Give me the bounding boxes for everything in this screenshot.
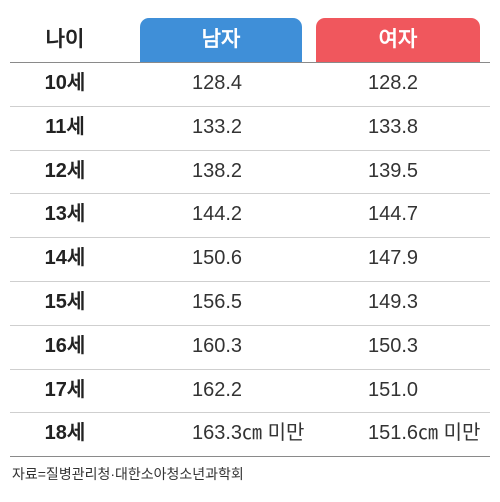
- header-rule: [10, 62, 490, 63]
- female-height: 149.3: [368, 291, 419, 313]
- age-cell: 15세: [44, 291, 86, 313]
- male-height: 160.3: [192, 334, 243, 357]
- row-rule: [10, 412, 490, 414]
- table-row: 10세 128.4 128.2: [0, 62, 500, 106]
- age-cell: 12세: [44, 159, 86, 182]
- table-row: 14세 150.6 147.9: [0, 237, 500, 281]
- male-height: 162.2: [192, 378, 243, 401]
- row-rule: [10, 105, 490, 107]
- age-cell: 11세: [45, 115, 85, 138]
- male-height: 133.2: [192, 115, 243, 138]
- table-row: 15세 156.5 149.3: [0, 281, 500, 325]
- male-height: 144.2: [192, 203, 243, 226]
- age-cell: 14세: [44, 247, 86, 270]
- female-height: 144.7: [368, 203, 419, 226]
- female-height: 150.3: [368, 334, 419, 357]
- row-rule: [10, 149, 490, 151]
- header-age: 나이: [45, 28, 85, 51]
- row-rule: [10, 324, 490, 326]
- table-row: 18세 163.3㎝ 미만 151.6㎝ 미만: [0, 412, 500, 456]
- male-height: 150.6: [192, 247, 243, 270]
- age-cell: 16세: [44, 334, 86, 357]
- row-rule: [10, 281, 490, 282]
- age-cell: 17세: [44, 378, 86, 401]
- female-height: 139.5: [368, 159, 419, 182]
- age-cell: 18세: [44, 422, 86, 445]
- female-height: 133.8: [368, 115, 419, 138]
- row-rule: [10, 368, 490, 370]
- male-height: 156.5: [192, 291, 243, 313]
- row-rule: [10, 237, 490, 239]
- male-height: 128.4: [192, 72, 243, 94]
- male-height: 138.2: [192, 159, 243, 182]
- table-row: 17세 162.2 151.0: [0, 369, 500, 413]
- table-row: 11세 133.2 133.8: [0, 106, 500, 150]
- table-row: 16세 160.3 150.3: [0, 325, 500, 369]
- header-male: 남자: [140, 18, 302, 62]
- row-rule: [10, 456, 490, 458]
- header-female: 여자: [316, 18, 480, 62]
- female-height: 147.9: [368, 247, 419, 270]
- age-cell: 10세: [44, 72, 86, 94]
- age-cell: 13세: [44, 203, 86, 226]
- female-height: 151.6㎝ 미만: [368, 422, 481, 445]
- source-note: 자료=질병관리청·대한소아청소년과학회: [12, 466, 244, 482]
- female-height: 128.2: [368, 72, 419, 94]
- female-height: 151.0: [368, 378, 419, 401]
- table-row: 13세 144.2 144.7: [0, 193, 500, 237]
- table-row: 12세 138.2 139.5: [0, 150, 500, 194]
- row-rule: [10, 193, 490, 195]
- male-height: 163.3㎝ 미만: [192, 422, 305, 445]
